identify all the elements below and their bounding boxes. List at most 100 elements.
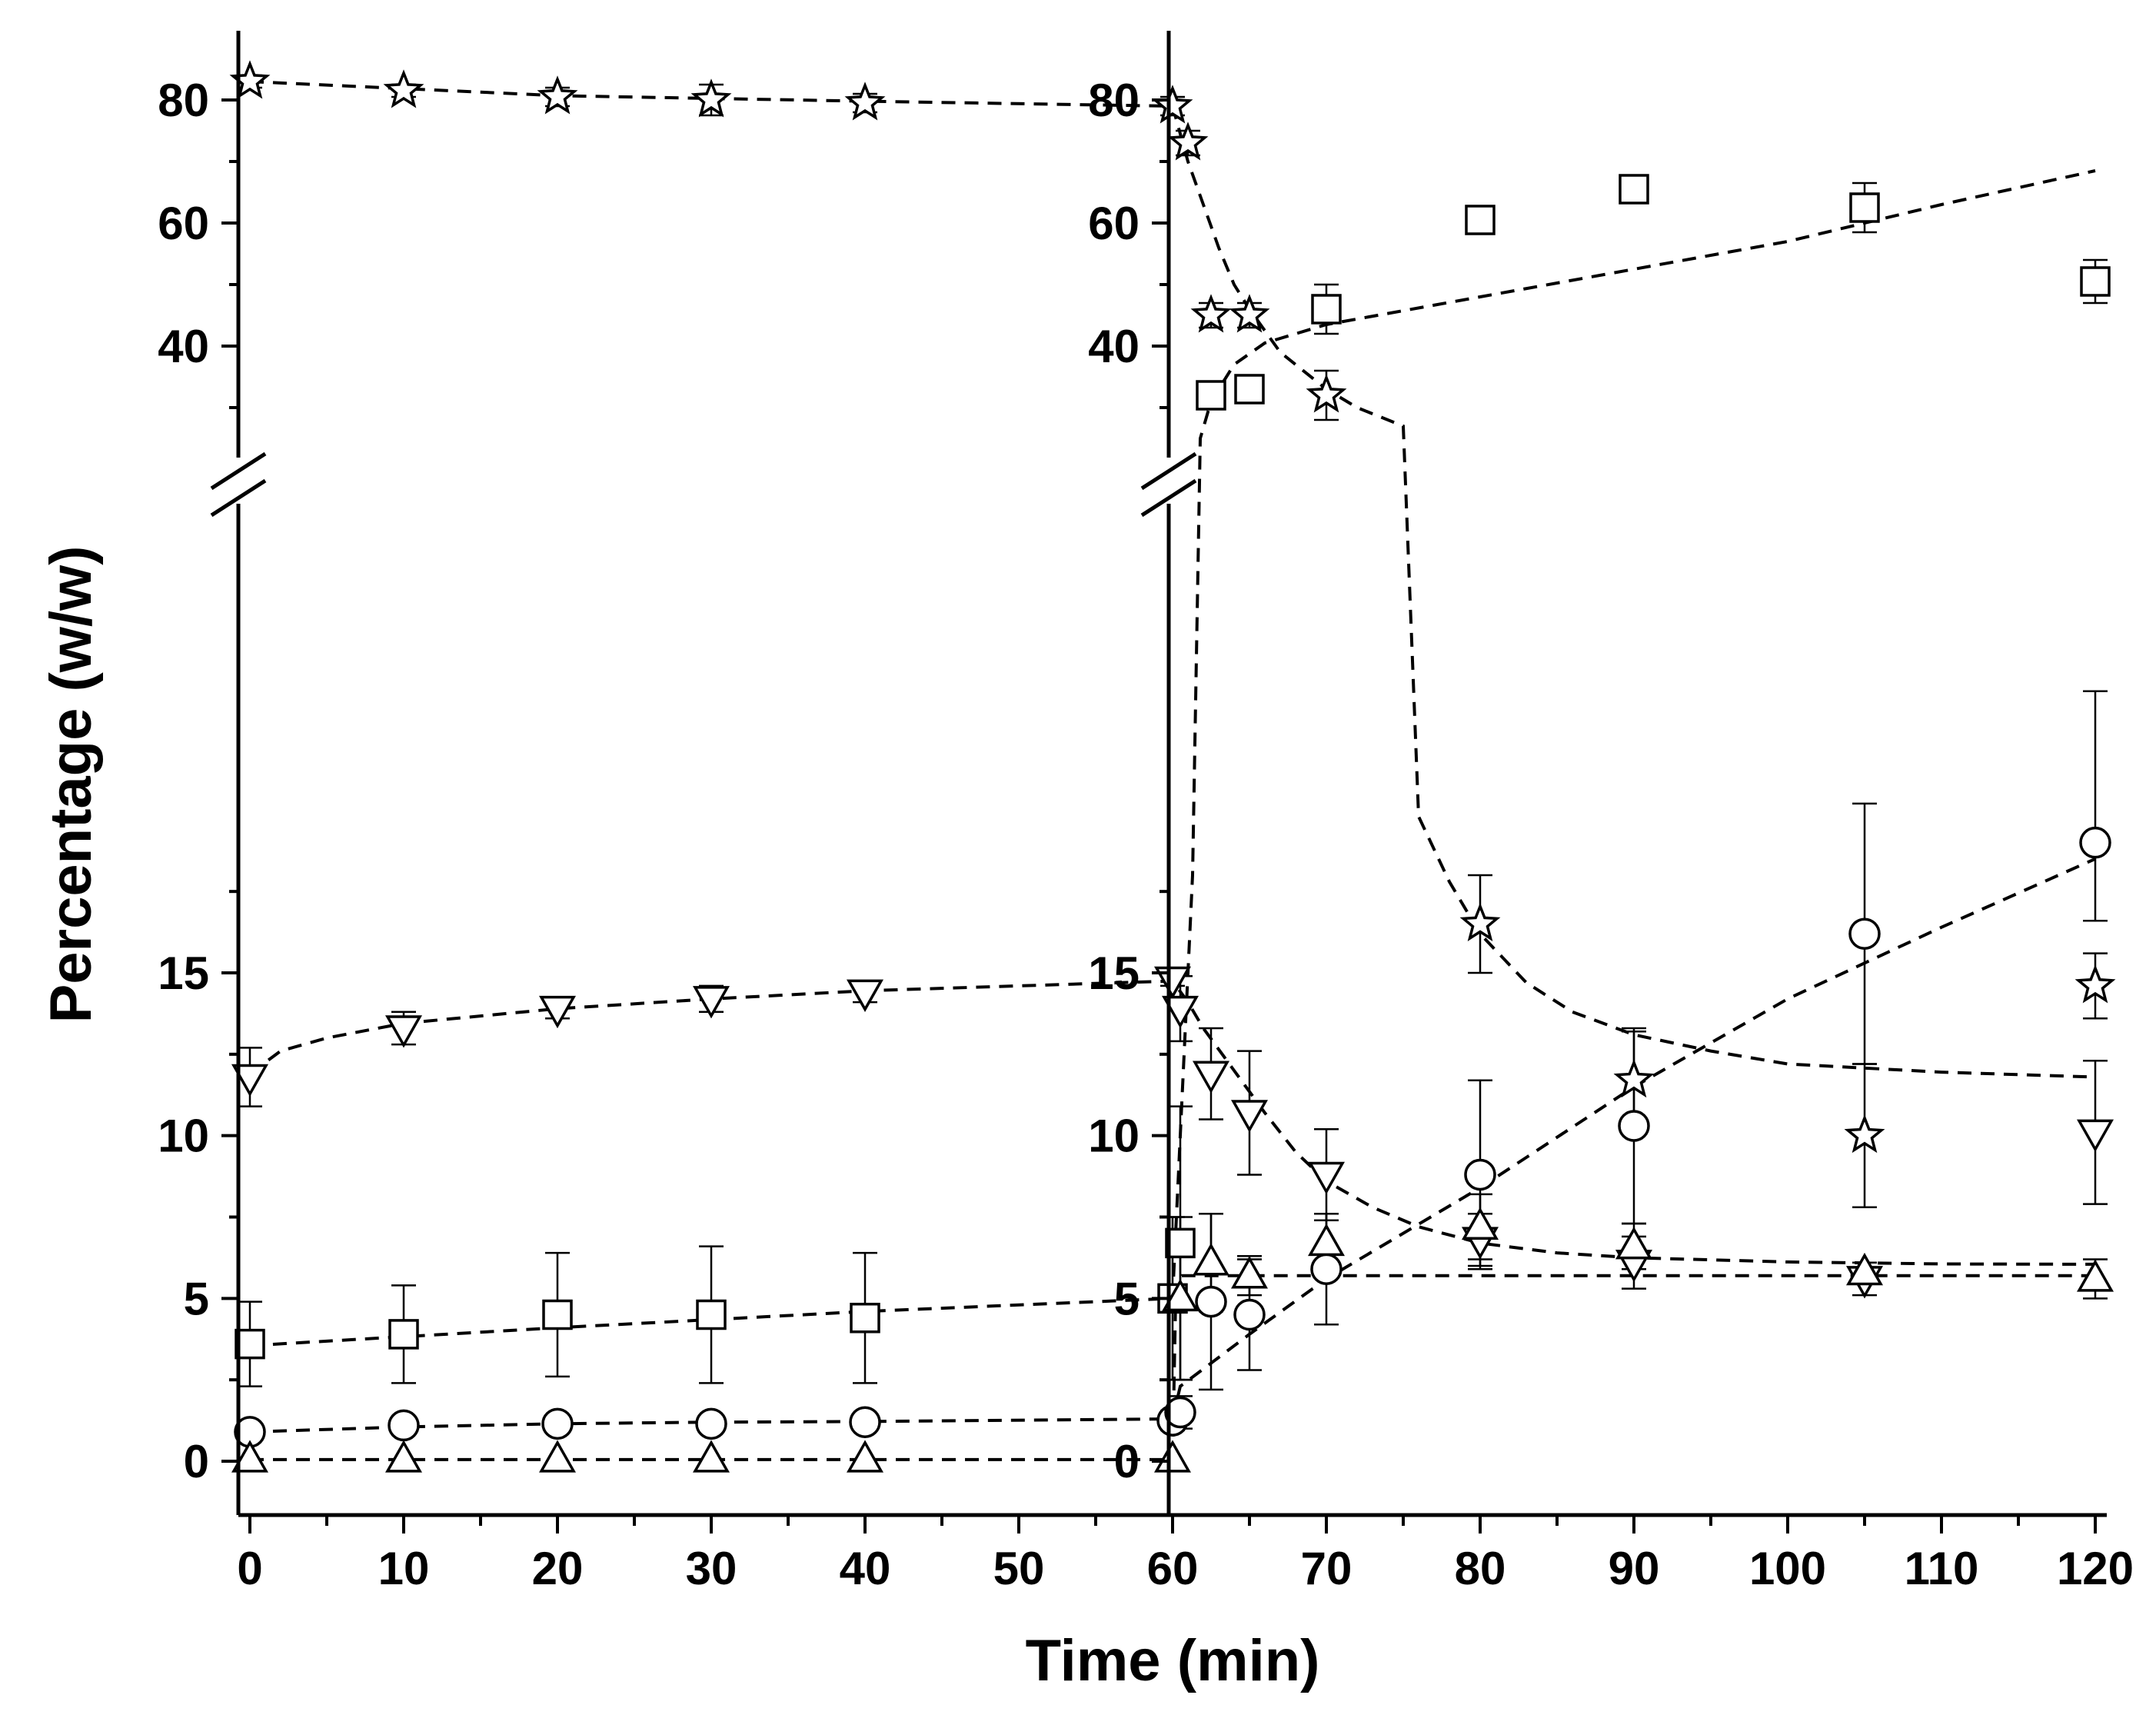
circles-marker xyxy=(1233,1298,1266,1331)
down-triangles-marker xyxy=(1307,1161,1346,1195)
squares-marker xyxy=(2080,266,2111,297)
squares-marker xyxy=(1311,294,1342,325)
circles-marker xyxy=(695,1407,727,1440)
y-tick-label: 5 xyxy=(1114,1273,1140,1324)
squares-marker xyxy=(235,1328,265,1360)
down-triangles-marker xyxy=(538,995,577,1029)
y-tick-label: 0 xyxy=(1114,1436,1140,1487)
squares-marker xyxy=(1234,374,1265,405)
y-tick-label: 15 xyxy=(1088,947,1140,999)
fit-lines xyxy=(248,80,2096,1461)
up-triangles-marker xyxy=(231,1440,269,1473)
down-triangles-marker xyxy=(692,986,730,1019)
circles-marker xyxy=(1310,1253,1343,1285)
down-triangles-marker xyxy=(384,1015,423,1048)
axis-break-mark xyxy=(210,451,267,491)
axes xyxy=(210,31,2107,1534)
down-triangles-marker xyxy=(2076,1119,2114,1152)
up-triangles-marker xyxy=(692,1440,730,1473)
down-triangles-fit-line xyxy=(248,979,2096,1266)
stars-marker xyxy=(1167,122,1209,161)
squares-fit-line xyxy=(249,169,2096,1347)
down-triangles-marker xyxy=(1153,966,1192,1000)
y-tick-label: 40 xyxy=(1088,321,1140,372)
x-tick-label: 70 xyxy=(1301,1543,1352,1594)
y-tick-label: 10 xyxy=(1088,1111,1140,1162)
up-triangles-marker xyxy=(1192,1243,1230,1276)
squares-marker xyxy=(696,1299,727,1330)
up-triangles-fit-line xyxy=(250,1274,2095,1461)
x-axis-title: Time (min) xyxy=(1026,1628,1320,1693)
y-tick-label: 80 xyxy=(158,75,209,126)
up-triangles-marker xyxy=(1461,1207,1499,1240)
stars-marker xyxy=(1306,374,1347,413)
circles-marker xyxy=(388,1409,420,1442)
stars-marker xyxy=(2074,964,2116,1004)
y-tick-label: 5 xyxy=(184,1273,209,1324)
stars-marker xyxy=(1613,1058,1655,1098)
x-tick-label: 110 xyxy=(1905,1543,1979,1594)
down-triangles-marker xyxy=(1192,1061,1230,1094)
up-triangles-marker xyxy=(2076,1259,2114,1292)
up-triangles-marker xyxy=(1307,1223,1346,1257)
circles-marker xyxy=(2079,826,2111,859)
squares-marker xyxy=(1619,174,1649,205)
x-tick-label: 0 xyxy=(237,1543,262,1594)
stars-marker xyxy=(383,69,424,108)
x-tick-label: 20 xyxy=(532,1543,584,1594)
axis-break-mark xyxy=(210,478,267,518)
x-tick-label: 100 xyxy=(1749,1543,1826,1594)
circles-marker xyxy=(1464,1158,1496,1191)
y-tick-label: 60 xyxy=(158,198,209,249)
squares-marker xyxy=(1465,205,1496,235)
axis-break-mark xyxy=(1140,451,1197,491)
up-triangles-marker xyxy=(1845,1252,1884,1286)
squares-marker xyxy=(1165,1227,1196,1259)
stars-marker xyxy=(1844,1114,1885,1154)
x-tick-label: 80 xyxy=(1455,1543,1506,1594)
down-triangles-marker xyxy=(1161,995,1199,1029)
x-tick-label: 10 xyxy=(378,1543,430,1594)
squares-marker xyxy=(850,1302,880,1334)
squares-marker xyxy=(1196,380,1226,411)
stars-marker xyxy=(1229,294,1270,333)
squares-marker xyxy=(542,1299,573,1330)
circles-marker xyxy=(1848,917,1881,950)
circles-marker xyxy=(1195,1285,1227,1318)
y-tick-label: 40 xyxy=(158,321,209,372)
up-triangles-marker xyxy=(1230,1256,1269,1289)
y-tick-label: 10 xyxy=(158,1111,209,1162)
down-triangles-marker xyxy=(231,1064,269,1097)
x-tick-label: 60 xyxy=(1147,1543,1199,1594)
up-triangles-marker xyxy=(1153,1440,1192,1473)
x-tick-label: 40 xyxy=(840,1543,891,1594)
up-triangles-marker xyxy=(384,1440,423,1473)
tick-labels: 0 10 20 30 40 50 60 70 80 90 100 110 120051015406080… xyxy=(158,75,2134,1594)
up-triangles-marker xyxy=(846,1440,884,1473)
squares-marker xyxy=(1849,192,1880,223)
down-triangles-marker xyxy=(846,979,884,1012)
circles-marker xyxy=(541,1407,574,1440)
x-tick-label: 90 xyxy=(1609,1543,1660,1594)
stars-marker xyxy=(844,82,886,121)
stars-marker xyxy=(1190,294,1232,333)
y-tick-label: 15 xyxy=(158,947,209,999)
up-triangles-marker xyxy=(538,1440,577,1473)
up-triangles-marker xyxy=(1161,1278,1199,1312)
y-tick-label: 0 xyxy=(184,1436,209,1487)
circles-marker xyxy=(849,1406,881,1438)
x-tick-label: 50 xyxy=(993,1543,1045,1594)
down-triangles-marker xyxy=(1230,1100,1269,1133)
up-triangles-marker xyxy=(1615,1227,1653,1260)
x-tick-label: 30 xyxy=(686,1543,737,1594)
circles-fit-line xyxy=(249,857,2096,1434)
data-markers xyxy=(229,60,2116,1473)
x-tick-label: 120 xyxy=(2057,1543,2134,1594)
circles-marker xyxy=(1618,1110,1650,1142)
squares-marker xyxy=(388,1319,419,1350)
stars-marker xyxy=(690,78,732,118)
y-axis-title: Percentage (w/w) xyxy=(38,546,104,1024)
y-tick-label: 60 xyxy=(1088,198,1140,249)
